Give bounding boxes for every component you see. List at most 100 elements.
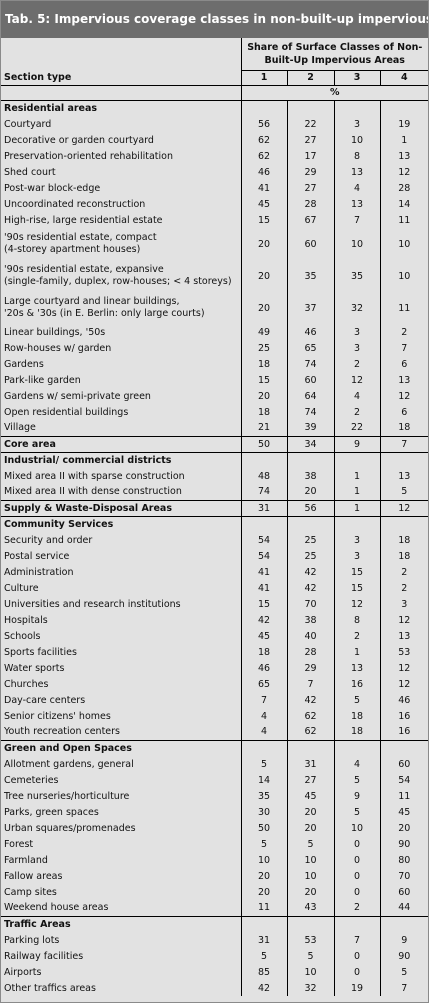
row-label: Preservation-oriented rehabilitation [4,150,173,162]
value-cell-col-4: 90 [379,948,429,964]
value-cell-col-1: 20 [240,884,287,900]
empty-cell [333,739,380,756]
section-header-row: Industrial/ commercial districts [1,451,429,468]
value-cell-col-2: 39 [286,420,334,436]
value-cell-col-2: 37 [286,292,334,324]
table-row: Gardens 18 74 2 6 [1,356,429,372]
value-cell-col-2: 67 [286,212,334,228]
value-cell-col-1: 15 [240,212,287,228]
value-cell-col-4: 44 [379,900,429,916]
row-label: Shed court [4,166,56,178]
value-cell-col-4: 1 [379,132,429,148]
value-cell-col-1: 50 [240,435,287,452]
value-cell-col-4: 13 [379,148,429,164]
value-cell-col-1: 54 [240,548,287,564]
table-row: Hospitals 42 38 8 12 [1,612,429,628]
table-row: Allotment gardens, general 5 31 4 60 [1,756,429,772]
row-label: Park-like garden [4,374,81,386]
row-label: Sports facilities [4,646,77,658]
value-cell-col-1: 20 [240,868,287,884]
value-cell-col-1: 41 [240,580,287,596]
value-cell-col-4: 18 [379,532,429,548]
value-cell-col-2: 42 [286,580,334,596]
table-row: Culture 41 42 15 2 [1,580,429,596]
value-cell-col-3: 3 [333,116,380,132]
value-cell-col-2: 32 [286,980,334,996]
value-cell-col-2: 35 [286,260,334,292]
column-number-row: 1 2 3 4 [1,69,429,85]
value-cell-col-4: 10 [379,228,429,260]
value-cell-col-4: 70 [379,868,429,884]
value-cell-col-3: 4 [333,180,380,196]
value-cell-col-1: 65 [240,676,287,692]
column-header-4: 4 [379,69,429,85]
value-cell-col-2: 70 [286,596,334,612]
row-label: Security and order [4,534,93,546]
value-cell-col-3: 4 [333,388,380,404]
value-cell-col-2: 10 [286,964,334,980]
value-cell-col-3: 2 [333,628,380,644]
value-cell-col-4: 10 [379,260,429,292]
table-row: Forest 5 5 0 90 [1,836,429,852]
section-label: Community Services [1,515,241,532]
unit-row-spacer [1,84,241,100]
table-row: Airports 85 10 0 5 [1,964,429,980]
value-cell-col-1: 41 [240,564,287,580]
coverage-table: Section type Share of Surface Classes of… [1,38,429,996]
row-label: Uncoordinated reconstruction [4,198,146,210]
table-row: Farmland 10 10 0 80 [1,852,429,868]
row-label: '90s residential estate, expansive (singl… [1,260,241,292]
value-cell-col-3: 15 [333,564,380,580]
row-label: Water sports [4,662,65,674]
value-cell-col-4: 5 [379,484,429,500]
value-cell-col-3: 2 [333,900,380,916]
value-cell-col-2: 29 [286,164,334,180]
empty-cell [240,99,287,116]
table-row: Railway facilities 5 5 0 90 [1,948,429,964]
value-cell-col-2: 60 [286,372,334,388]
value-cell-col-3: 0 [333,884,380,900]
section-label: Residential areas [1,99,241,116]
column-header-1: 1 [240,69,287,85]
table-row: Parks, green spaces 30 20 5 45 [1,804,429,820]
row-label: Allotment gardens, general [4,758,134,770]
row-label: Open residential buildings [4,406,129,418]
value-cell-col-3: 18 [333,708,380,724]
empty-cell [240,915,287,932]
value-cell-col-4: 12 [379,612,429,628]
value-cell-col-4: 2 [379,580,429,596]
empty-cell [379,515,429,532]
value-cell-col-2: 62 [286,724,334,740]
value-cell-col-2: 28 [286,644,334,660]
value-cell-col-4: 16 [379,708,429,724]
value-cell-col-1: 4 [240,708,287,724]
section-label: Traffic Areas [1,915,241,932]
value-cell-col-3: 12 [333,372,380,388]
row-label: Large courtyard and linear buildings, '20… [1,292,241,324]
value-cell-col-4: 12 [379,164,429,180]
row-label: Mixed area II with dense construction [4,486,182,498]
table-row: Administration 41 42 15 2 [1,564,429,580]
empty-cell [379,915,429,932]
value-cell-col-1: 30 [240,804,287,820]
value-cell-col-3: 3 [333,532,380,548]
value-cell-col-2: 60 [286,228,334,260]
value-cell-col-4: 28 [379,180,429,196]
value-cell-col-3: 7 [333,212,380,228]
value-cell-col-4: 45 [379,804,429,820]
value-cell-col-1: 42 [240,612,287,628]
value-cell-col-2: 7 [286,676,334,692]
empty-cell [240,451,287,468]
table-row: Parking lots 31 53 7 9 [1,932,429,948]
value-cell-col-3: 2 [333,404,380,420]
value-cell-col-2: 25 [286,532,334,548]
section-header-row: Residential areas [1,99,429,116]
value-cell-col-3: 1 [333,484,380,500]
empty-cell [379,739,429,756]
value-cell-col-3: 7 [333,932,380,948]
value-cell-col-3: 3 [333,324,380,340]
table-row: Mixed area II with dense construction 74 2… [1,484,429,500]
value-cell-col-3: 5 [333,772,380,788]
value-cell-col-1: 62 [240,132,287,148]
empty-cell [379,451,429,468]
